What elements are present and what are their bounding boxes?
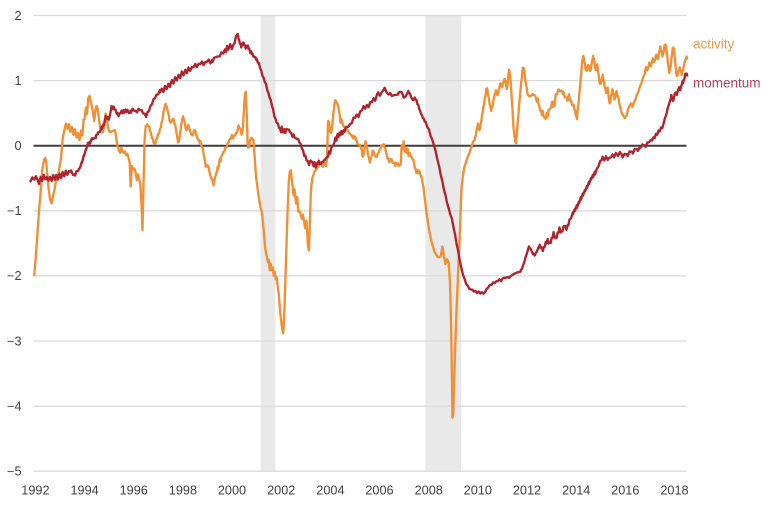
svg-text:2006: 2006 bbox=[365, 483, 393, 497]
svg-text:2012: 2012 bbox=[513, 483, 541, 497]
svg-text:2004: 2004 bbox=[316, 483, 344, 497]
svg-text:2008: 2008 bbox=[415, 483, 443, 497]
svg-text:2002: 2002 bbox=[267, 483, 295, 497]
svg-text:2016: 2016 bbox=[611, 483, 639, 497]
svg-text:activity: activity bbox=[693, 37, 735, 52]
svg-text:momentum: momentum bbox=[693, 76, 761, 91]
svg-text:1996: 1996 bbox=[120, 483, 148, 497]
svg-text:2018: 2018 bbox=[660, 483, 688, 497]
svg-text:1998: 1998 bbox=[169, 483, 197, 497]
svg-text:1994: 1994 bbox=[70, 483, 98, 497]
svg-text:2014: 2014 bbox=[562, 483, 590, 497]
svg-text:2010: 2010 bbox=[464, 483, 492, 497]
svg-text:−3: −3 bbox=[7, 334, 21, 348]
svg-text:−4: −4 bbox=[7, 399, 21, 413]
svg-text:−1: −1 bbox=[7, 204, 21, 218]
svg-text:2: 2 bbox=[14, 9, 21, 23]
svg-text:0: 0 bbox=[14, 139, 21, 153]
svg-text:1: 1 bbox=[14, 74, 21, 88]
svg-text:−2: −2 bbox=[7, 269, 21, 283]
svg-text:2000: 2000 bbox=[218, 483, 246, 497]
svg-text:1992: 1992 bbox=[21, 483, 49, 497]
svg-text:−5: −5 bbox=[7, 465, 21, 479]
